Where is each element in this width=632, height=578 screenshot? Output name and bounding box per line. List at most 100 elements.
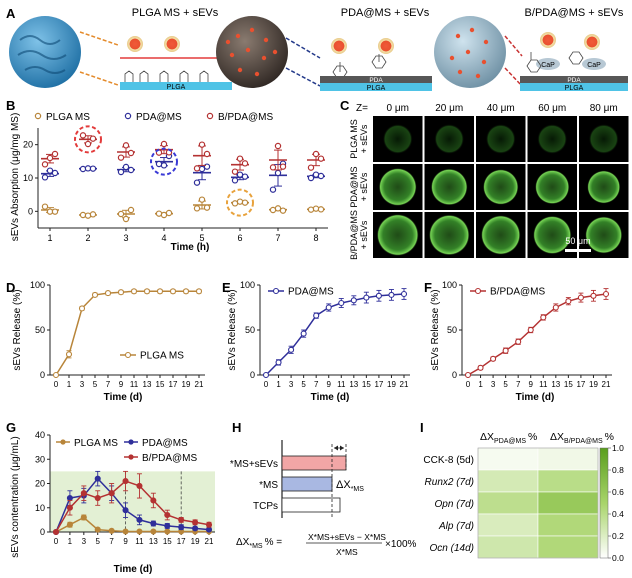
bar-ms xyxy=(281,476,333,492)
x-tick-label: 3 xyxy=(80,380,85,389)
legend-plga: PLGA MS xyxy=(74,438,118,449)
colorbar-tick-label: 0.8 xyxy=(612,465,624,475)
cell-fluorescence-icon xyxy=(585,216,623,254)
y-tick-label: 0 xyxy=(40,370,45,380)
data-point xyxy=(388,291,395,298)
x-tick-label: 15 xyxy=(156,380,165,389)
z-label: 0 μm xyxy=(387,103,409,114)
sev-icon xyxy=(378,38,394,54)
cell-fluorescence-icon xyxy=(537,124,568,154)
panel-i: I ΔXPDA@MS% ΔXB/PDA@MS% CCK-8 (5d) Runx2 … xyxy=(420,420,624,563)
data-point xyxy=(375,292,382,299)
delta-label: ΔX*MS xyxy=(336,479,364,493)
data-point xyxy=(317,206,325,213)
sev-dots-icon xyxy=(449,27,489,79)
x-tick-label: 15 xyxy=(564,380,573,389)
panel-e-ylabel: sEVs Release (%) xyxy=(227,289,238,370)
colorbar-tick-label: 1.0 xyxy=(612,443,624,453)
y-tick-label: 100 xyxy=(30,280,45,290)
heatmap-cell xyxy=(477,491,539,515)
data-point xyxy=(164,511,171,519)
plga-base-label: PLGA xyxy=(565,85,584,92)
panel-b-plot: 0 10 20 1 2 3 4 5 6 7 8 xyxy=(23,125,328,243)
data-point xyxy=(502,347,509,354)
data-point xyxy=(269,186,277,193)
data-point xyxy=(203,204,211,211)
data-point xyxy=(117,289,125,296)
data-point xyxy=(150,497,157,504)
data-point xyxy=(275,359,282,366)
cell-fluorescence-icon xyxy=(378,168,417,206)
data-point xyxy=(122,478,129,485)
x-tick-label: 0 xyxy=(54,537,59,546)
legend-marker xyxy=(474,287,482,295)
cell-fluorescence-icon xyxy=(588,124,619,154)
highlight-circle xyxy=(150,147,178,176)
z-label: 20 μm xyxy=(435,103,463,114)
data-point xyxy=(143,288,151,295)
pda-layer xyxy=(320,76,432,83)
data-point xyxy=(160,162,168,169)
panel-f-ylabel: sEVs Release (%) xyxy=(430,289,441,370)
x-tick-label: 19 xyxy=(191,537,200,546)
x-tick-label: 19 xyxy=(589,380,598,389)
x-tick-label: 13 xyxy=(149,537,158,546)
data-point xyxy=(78,305,86,312)
heatmap-cell xyxy=(477,447,539,471)
data-point xyxy=(66,504,73,511)
cell-fluorescence-icon xyxy=(434,124,465,154)
legend-plga: PLGA MS xyxy=(46,112,90,123)
x-tick-label: 5 xyxy=(199,233,204,243)
panel-label-e: E xyxy=(222,280,231,295)
z-prefix: Z= xyxy=(356,103,368,114)
x-tick-label: 19 xyxy=(182,380,191,389)
zoom-line xyxy=(79,71,119,86)
data-point xyxy=(122,507,129,514)
data-point xyxy=(317,172,325,180)
data-point xyxy=(79,132,87,139)
x-tick-label: 15 xyxy=(362,380,371,389)
data-point xyxy=(192,525,199,532)
heatmap-cell xyxy=(477,469,539,493)
x-tick-label: 2 xyxy=(85,233,90,243)
data-point xyxy=(164,528,171,535)
plga-base xyxy=(320,83,432,91)
data-point xyxy=(338,299,345,307)
x-tick-label: 5 xyxy=(93,380,98,389)
bar-label-ms-sevs: *MS+sEVs xyxy=(230,459,278,470)
data-point xyxy=(565,298,572,305)
bar-label-tcps: TCPs xyxy=(253,501,278,512)
data-point xyxy=(79,211,87,219)
data-point xyxy=(279,163,287,170)
heatmap-cell xyxy=(477,535,539,559)
x-tick-label: 3 xyxy=(123,233,128,243)
data-point xyxy=(279,207,287,214)
heatmap-row-label: CCK-8 (5d) xyxy=(423,455,474,466)
colorbar-tick-label: 0.6 xyxy=(612,487,624,497)
data-point xyxy=(41,203,49,210)
confocal-grid: 0 μm 20 μm 40 μm 60 μm 80 μm PLGA MS+ sEVs PDA… xyxy=(349,103,629,260)
cell-fluorescence-icon xyxy=(482,169,519,205)
data-point xyxy=(307,174,315,182)
x-tick-label: 0 xyxy=(466,380,471,389)
x-tick-label: 5 xyxy=(503,380,508,389)
plga-base xyxy=(520,83,628,91)
panel-g-xlabel: Time (d) xyxy=(114,564,153,575)
row-label: PDA@MS+ sEVs xyxy=(349,166,369,207)
data-point xyxy=(89,135,97,142)
data-point xyxy=(490,355,497,362)
scale-bar-label: 50 μm xyxy=(565,236,590,246)
heatmap-frame xyxy=(477,447,599,559)
x-tick-label: 9 xyxy=(123,537,128,546)
data-point xyxy=(66,521,73,528)
x-tick-label: 1 xyxy=(67,380,72,389)
data-point xyxy=(84,212,92,219)
zoom-line xyxy=(79,31,119,46)
legend-marker xyxy=(124,351,132,359)
data-point xyxy=(307,164,315,171)
legend-bpda: B/PDA@MS xyxy=(142,453,197,464)
x-tick-label: 17 xyxy=(576,380,585,389)
x-tick-label: 4 xyxy=(161,233,166,243)
data-point xyxy=(317,155,325,162)
